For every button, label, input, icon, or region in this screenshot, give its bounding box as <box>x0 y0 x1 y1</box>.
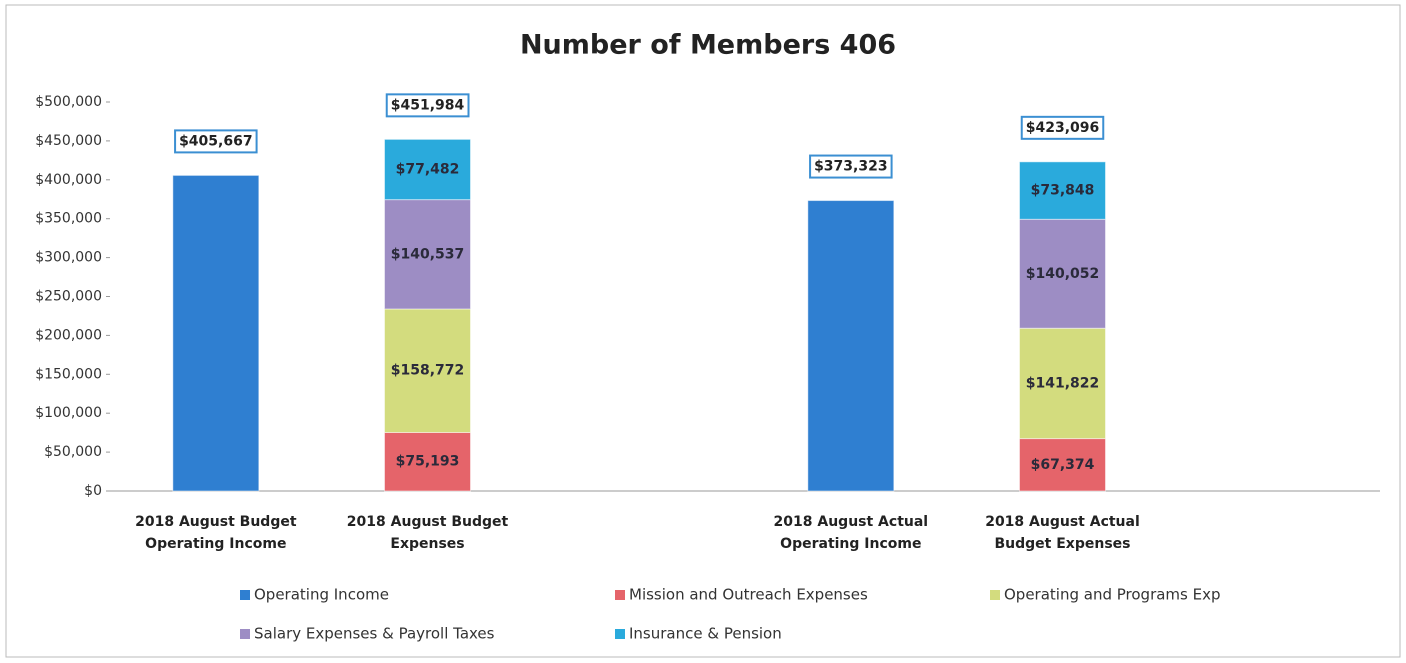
legend-swatch <box>240 590 250 600</box>
legend-label: Operating and Programs Exp <box>1004 586 1221 604</box>
legend-swatch <box>990 590 1000 600</box>
y-tick-label: $0 <box>84 483 102 499</box>
legend-label: Insurance & Pension <box>629 625 782 643</box>
bar-segment <box>384 199 471 310</box>
label-box <box>174 129 258 154</box>
bar-segment <box>807 200 895 492</box>
bar-segment <box>384 138 471 201</box>
legend-swatch <box>615 629 625 639</box>
legend-swatch <box>615 590 625 600</box>
y-tick-label: $50,000 <box>44 444 102 460</box>
bar-segment <box>1019 327 1106 440</box>
total-label: $423,096 <box>1026 120 1100 136</box>
y-tick-label: $200,000 <box>35 327 102 343</box>
label-box <box>385 93 470 118</box>
total-label: $405,667 <box>179 133 253 149</box>
label-box <box>809 154 893 179</box>
value-label: $140,537 <box>391 246 465 262</box>
total-label: $373,323 <box>814 159 888 175</box>
label-box <box>1020 115 1105 140</box>
y-tick-label: $300,000 <box>35 250 102 266</box>
y-tick-label: $150,000 <box>35 366 102 382</box>
y-tick-label: $350,000 <box>35 211 102 227</box>
value-label: $141,822 <box>1026 375 1100 391</box>
value-label: $75,193 <box>396 454 460 470</box>
value-label: $77,482 <box>396 161 460 177</box>
legend-label: Mission and Outreach Expenses <box>629 586 868 604</box>
bar-segment <box>1019 161 1106 220</box>
legend-label: Salary Expenses & Payroll Taxes <box>254 625 495 643</box>
y-tick-label: $100,000 <box>35 405 102 421</box>
bar-segment <box>1019 438 1106 492</box>
y-tick-label: $250,000 <box>35 289 102 305</box>
value-label: $67,374 <box>1031 457 1095 473</box>
chart-title: Number of Members 406 <box>520 30 896 61</box>
x-tick-label: 2018 August Actual Budget Expenses <box>985 514 1140 552</box>
y-tick-label: $450,000 <box>35 133 102 149</box>
total-label: $451,984 <box>391 97 465 113</box>
legend-swatch <box>240 629 250 639</box>
bar-segment <box>172 174 260 492</box>
chart-frame <box>5 4 1401 658</box>
y-tick-label: $400,000 <box>35 172 102 188</box>
x-tick-label: 2018 August Budget Expenses <box>346 514 509 552</box>
value-label: $158,772 <box>391 363 465 379</box>
y-tick-label: $500,000 <box>35 94 102 110</box>
bar-segment <box>384 431 471 492</box>
x-tick-label: 2018 August Budget Operating Income <box>135 514 297 552</box>
value-label: $73,848 <box>1031 183 1095 199</box>
value-label: $140,052 <box>1026 266 1100 282</box>
x-tick-label: 2018 August Actual Operating Income <box>773 514 929 552</box>
bar-segment <box>1019 218 1106 329</box>
legend-label: Operating Income <box>254 586 389 604</box>
